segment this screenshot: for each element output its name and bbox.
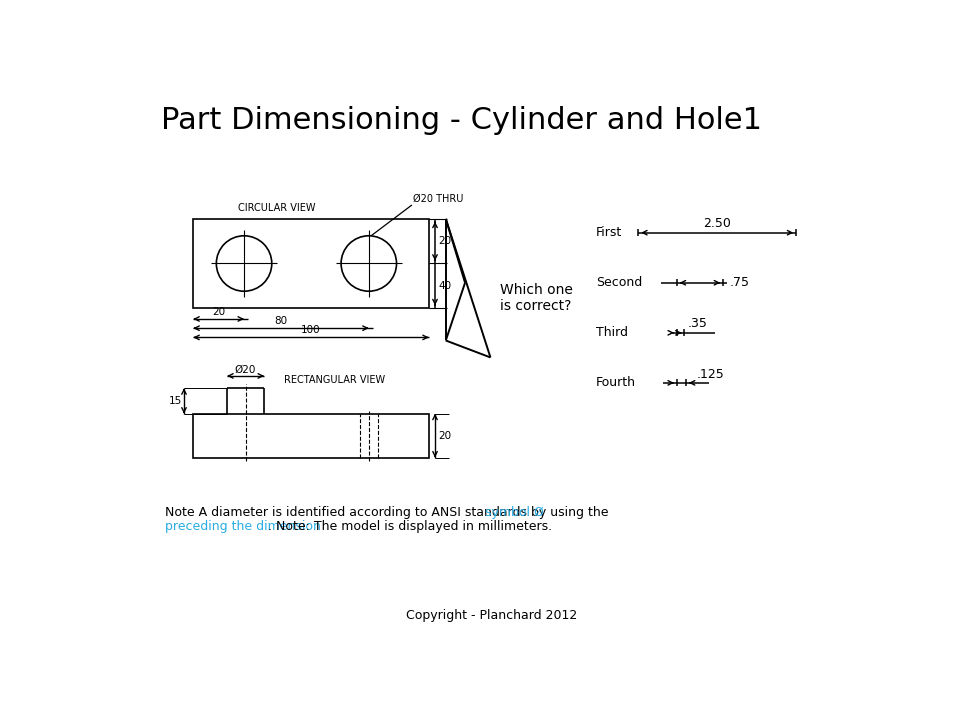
Text: Ø20 THRU: Ø20 THRU <box>414 194 464 204</box>
Text: First: First <box>596 226 622 239</box>
Bar <box>193 414 429 457</box>
Text: 40: 40 <box>438 281 451 291</box>
Text: 80: 80 <box>275 316 288 326</box>
Text: Ø20: Ø20 <box>235 364 256 374</box>
Bar <box>193 219 429 308</box>
Text: 15: 15 <box>168 396 181 406</box>
Text: 2.50: 2.50 <box>704 217 732 230</box>
Text: 20: 20 <box>212 307 226 317</box>
Text: symbol Ø: symbol Ø <box>485 506 543 519</box>
Text: 20: 20 <box>438 236 451 246</box>
Text: .125: .125 <box>697 367 725 381</box>
Text: CIRCULAR VIEW: CIRCULAR VIEW <box>238 202 315 212</box>
Text: Part Dimensioning - Cylinder and Hole1: Part Dimensioning - Cylinder and Hole1 <box>161 106 762 135</box>
Text: Note A diameter is identified according to ANSI standards by using the: Note A diameter is identified according … <box>165 506 612 519</box>
Text: .35: .35 <box>687 318 708 330</box>
Text: 20: 20 <box>438 431 451 441</box>
Text: RECTANGULAR VIEW: RECTANGULAR VIEW <box>284 375 385 385</box>
Text: preceding the dimension: preceding the dimension <box>165 520 321 533</box>
Text: Second: Second <box>596 276 642 289</box>
Text: . Note: The model is displayed in millimeters.: . Note: The model is displayed in millim… <box>269 520 552 533</box>
Text: 100: 100 <box>301 325 321 335</box>
Text: Third: Third <box>596 326 628 339</box>
Text: .75: .75 <box>730 276 749 289</box>
Text: Which one
is correct?: Which one is correct? <box>500 283 572 313</box>
Text: Fourth: Fourth <box>596 377 636 390</box>
Text: Copyright - Planchard 2012: Copyright - Planchard 2012 <box>406 608 578 621</box>
